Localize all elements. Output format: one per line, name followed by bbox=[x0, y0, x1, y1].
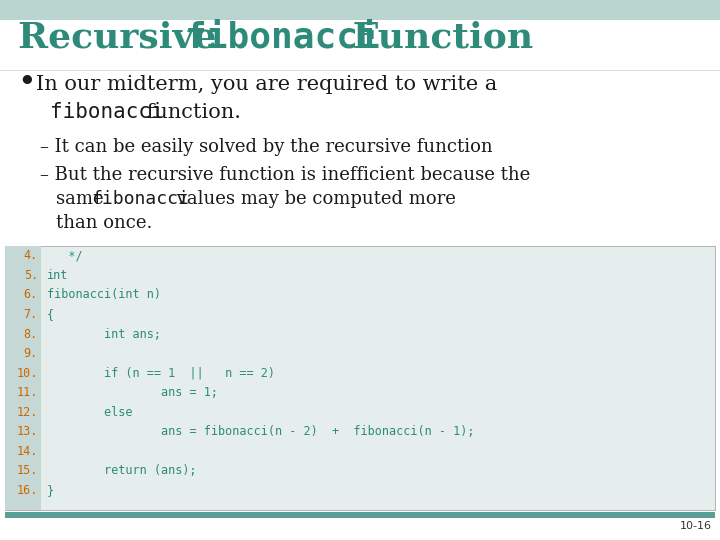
Text: 4.: 4. bbox=[24, 249, 38, 262]
Text: 13.: 13. bbox=[17, 426, 38, 438]
Text: {: { bbox=[47, 308, 54, 321]
Text: else: else bbox=[47, 406, 132, 419]
Text: function.: function. bbox=[140, 103, 241, 122]
Text: – It can be easily solved by the recursive function: – It can be easily solved by the recursi… bbox=[40, 138, 492, 156]
Text: fibonacci: fibonacci bbox=[185, 20, 381, 54]
Bar bbox=[0, 0, 720, 20]
Bar bbox=[5, 512, 715, 518]
Text: Function: Function bbox=[340, 20, 534, 54]
Text: 9.: 9. bbox=[24, 347, 38, 360]
Text: 10-16: 10-16 bbox=[680, 521, 712, 531]
Text: than once.: than once. bbox=[56, 214, 153, 232]
Text: ans = fibonacci(n - 2)  +  fibonacci(n - 1);: ans = fibonacci(n - 2) + fibonacci(n - 1… bbox=[47, 426, 474, 438]
Text: ans = 1;: ans = 1; bbox=[47, 386, 218, 399]
Text: fibonacci: fibonacci bbox=[91, 190, 189, 208]
Text: In our midterm, you are required to write a: In our midterm, you are required to writ… bbox=[36, 75, 498, 94]
Text: same: same bbox=[56, 190, 109, 208]
Text: }: } bbox=[47, 484, 54, 497]
Text: Recursive: Recursive bbox=[18, 20, 229, 54]
Text: •: • bbox=[18, 70, 35, 96]
Text: 5.: 5. bbox=[24, 269, 38, 282]
Text: fibonacci: fibonacci bbox=[50, 102, 163, 122]
Text: return (ans);: return (ans); bbox=[47, 464, 197, 477]
Text: int ans;: int ans; bbox=[47, 327, 161, 341]
Text: – But the recursive function is inefficient because the: – But the recursive function is ineffici… bbox=[40, 166, 530, 184]
Text: 8.: 8. bbox=[24, 327, 38, 341]
Text: fibonacci(int n): fibonacci(int n) bbox=[47, 288, 161, 301]
Text: 11.: 11. bbox=[17, 386, 38, 399]
Text: 7.: 7. bbox=[24, 308, 38, 321]
Bar bbox=[5, 246, 715, 510]
Text: int: int bbox=[47, 269, 68, 282]
Bar bbox=[5, 246, 41, 510]
Text: 15.: 15. bbox=[17, 464, 38, 477]
Text: */: */ bbox=[47, 249, 83, 262]
Text: 12.: 12. bbox=[17, 406, 38, 419]
Text: 10.: 10. bbox=[17, 367, 38, 380]
Text: if (n == 1  ||   n == 2): if (n == 1 || n == 2) bbox=[47, 367, 275, 380]
Text: 14.: 14. bbox=[17, 445, 38, 458]
Text: 16.: 16. bbox=[17, 484, 38, 497]
Text: 6.: 6. bbox=[24, 288, 38, 301]
Text: values may be computed more: values may be computed more bbox=[171, 190, 456, 208]
